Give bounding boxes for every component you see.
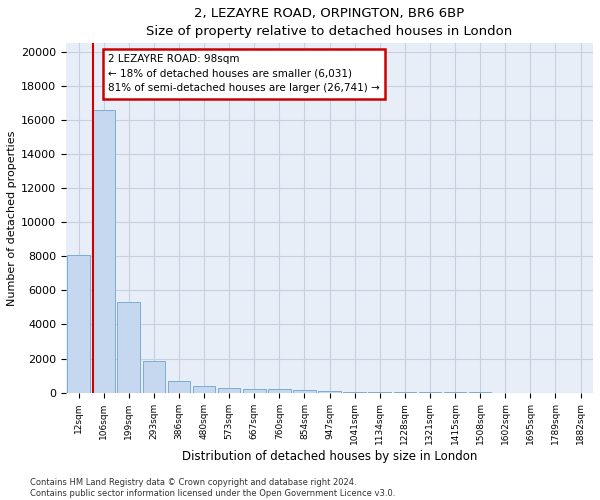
- Title: 2, LEZAYRE ROAD, ORPINGTON, BR6 6BP
Size of property relative to detached houses: 2, LEZAYRE ROAD, ORPINGTON, BR6 6BP Size…: [146, 7, 512, 38]
- Bar: [243, 389, 266, 392]
- Y-axis label: Number of detached properties: Number of detached properties: [7, 130, 17, 306]
- Bar: [92, 110, 115, 393]
- Bar: [118, 302, 140, 392]
- Bar: [293, 390, 316, 392]
- Text: 2 LEZAYRE ROAD: 98sqm
← 18% of detached houses are smaller (6,031)
81% of semi-d: 2 LEZAYRE ROAD: 98sqm ← 18% of detached …: [108, 54, 380, 94]
- Bar: [218, 388, 241, 392]
- Bar: [67, 254, 90, 392]
- X-axis label: Distribution of detached houses by size in London: Distribution of detached houses by size …: [182, 450, 477, 463]
- Bar: [193, 386, 215, 392]
- Bar: [167, 380, 190, 392]
- Text: Contains HM Land Registry data © Crown copyright and database right 2024.
Contai: Contains HM Land Registry data © Crown c…: [30, 478, 395, 498]
- Bar: [268, 389, 290, 392]
- Bar: [143, 361, 165, 392]
